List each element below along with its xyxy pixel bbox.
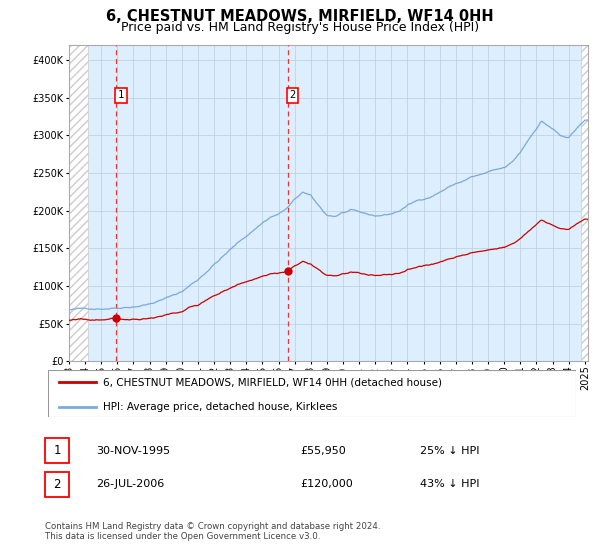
Bar [69,45,88,361]
Text: 2: 2 [53,478,61,491]
Text: HPI: Average price, detached house, Kirklees: HPI: Average price, detached house, Kirk… [103,402,338,412]
Text: £120,000: £120,000 [300,479,353,489]
Text: 1: 1 [118,90,124,100]
Text: £55,950: £55,950 [300,446,346,456]
FancyBboxPatch shape [48,370,576,417]
Bar [581,45,590,361]
Text: 26-JUL-2006: 26-JUL-2006 [96,479,164,489]
Text: Contains HM Land Registry data © Crown copyright and database right 2024.
This d: Contains HM Land Registry data © Crown c… [45,522,380,542]
Text: Price paid vs. HM Land Registry's House Price Index (HPI): Price paid vs. HM Land Registry's House … [121,21,479,34]
Text: 6, CHESTNUT MEADOWS, MIRFIELD, WF14 0HH (detached house): 6, CHESTNUT MEADOWS, MIRFIELD, WF14 0HH … [103,377,442,388]
Text: 6, CHESTNUT MEADOWS, MIRFIELD, WF14 0HH: 6, CHESTNUT MEADOWS, MIRFIELD, WF14 0HH [106,9,494,24]
Text: 43% ↓ HPI: 43% ↓ HPI [420,479,479,489]
Text: 25% ↓ HPI: 25% ↓ HPI [420,446,479,456]
Text: 2: 2 [289,90,296,100]
Text: 1: 1 [53,444,61,458]
Text: 30-NOV-1995: 30-NOV-1995 [96,446,170,456]
